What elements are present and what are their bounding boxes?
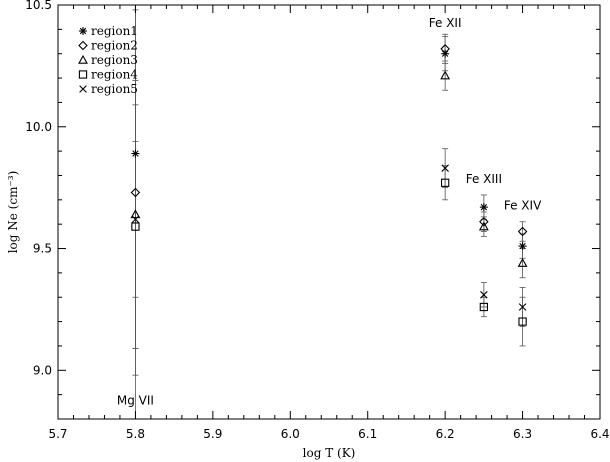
- triangle-marker: [78, 54, 88, 64]
- error-bar-region3: [442, 60, 449, 91]
- asterisk-stroke: [132, 150, 139, 157]
- y-tick-label: 10.0: [25, 120, 52, 134]
- x-tick-label: 5.8: [126, 427, 145, 441]
- x-tick-label: 6.2: [436, 427, 455, 441]
- legend-label: region1: [91, 24, 138, 38]
- data-point-region1: [518, 242, 527, 251]
- plot-frame: [57, 4, 601, 420]
- data-point-region5: [441, 164, 449, 172]
- data-point-region3: [440, 70, 451, 80]
- ticks-layer: 5.7 5.8 5.9 6.0 6.1 6.2 6.3 6.4 9.0 9.5 10.0 10.5: [25, 0, 609, 441]
- asterisk-stroke: [519, 242, 526, 250]
- data-point-region4: [440, 178, 450, 187]
- legend-label: region2: [91, 39, 138, 53]
- data-point-region3: [478, 221, 489, 231]
- x-stroke: [518, 303, 527, 311]
- data-point-region2: [517, 226, 528, 237]
- error-bars-layer: [132, 4, 526, 420]
- annotation-label: Mg VII: [117, 393, 154, 407]
- x-tick-label: 6.4: [590, 427, 609, 441]
- data-point-region1: [479, 203, 488, 212]
- x-marker: [79, 85, 87, 93]
- x-stroke: [79, 85, 87, 93]
- y-tick-label: 9.0: [33, 363, 52, 377]
- diamond-marker: [78, 40, 88, 51]
- x-tick-label: 6.0: [281, 427, 300, 441]
- y-tick-label: 10.5: [25, 0, 52, 12]
- error-bar-region2: [442, 33, 449, 64]
- legend-label: region5: [91, 82, 138, 96]
- legend-item-region2: region2: [78, 39, 138, 53]
- x-tick-label: 6.1: [358, 427, 377, 441]
- data-point-region3: [517, 258, 528, 267]
- x-tick-label: 5.7: [48, 427, 67, 441]
- error-bar-region2: [519, 221, 526, 242]
- legend-item-region1: region1: [79, 24, 138, 38]
- y-tick-label: 9.5: [33, 242, 52, 256]
- data-point-region4: [479, 302, 489, 312]
- error-bar-region3: [480, 216, 487, 237]
- data-point-region2: [130, 187, 141, 198]
- data-point-region2: [440, 44, 450, 54]
- markers-layer: [130, 44, 528, 326]
- legend-label: region4: [91, 68, 138, 82]
- square-marker: [78, 70, 88, 79]
- data-point-region1: [441, 49, 450, 58]
- x-axis-title: log T (K): [303, 446, 356, 460]
- x-tick-label: 6.3: [513, 427, 532, 441]
- data-point-region4: [518, 317, 527, 326]
- asterisk-marker: [79, 27, 87, 35]
- annotation-label: Fe XII: [429, 16, 462, 30]
- x-stroke: [131, 215, 140, 224]
- y-axis-title: log Ne (cm⁻³): [6, 171, 20, 254]
- data-point-region1: [131, 149, 140, 158]
- data-point-region3: [130, 209, 141, 219]
- data-point-region2: [479, 216, 489, 227]
- legend-label: region3: [91, 53, 138, 67]
- data-point-region5: [518, 303, 527, 311]
- data-point-region5: [480, 291, 488, 299]
- annotation-label: Fe XIV: [504, 199, 542, 213]
- asterisk-stroke: [441, 50, 449, 57]
- legend-item-region5: region5: [79, 82, 138, 96]
- x-stroke: [441, 164, 449, 172]
- legend-item-region4: region4: [78, 68, 138, 82]
- data-point-region4: [131, 222, 140, 231]
- asterisk-stroke: [79, 27, 87, 35]
- x-stroke: [480, 291, 488, 299]
- annotation-label: Fe XIII: [466, 172, 502, 186]
- data-point-region5: [131, 215, 140, 224]
- asterisk-stroke: [480, 203, 488, 211]
- x-tick-label: 5.9: [203, 427, 222, 441]
- legend-item-region3: region3: [78, 53, 138, 67]
